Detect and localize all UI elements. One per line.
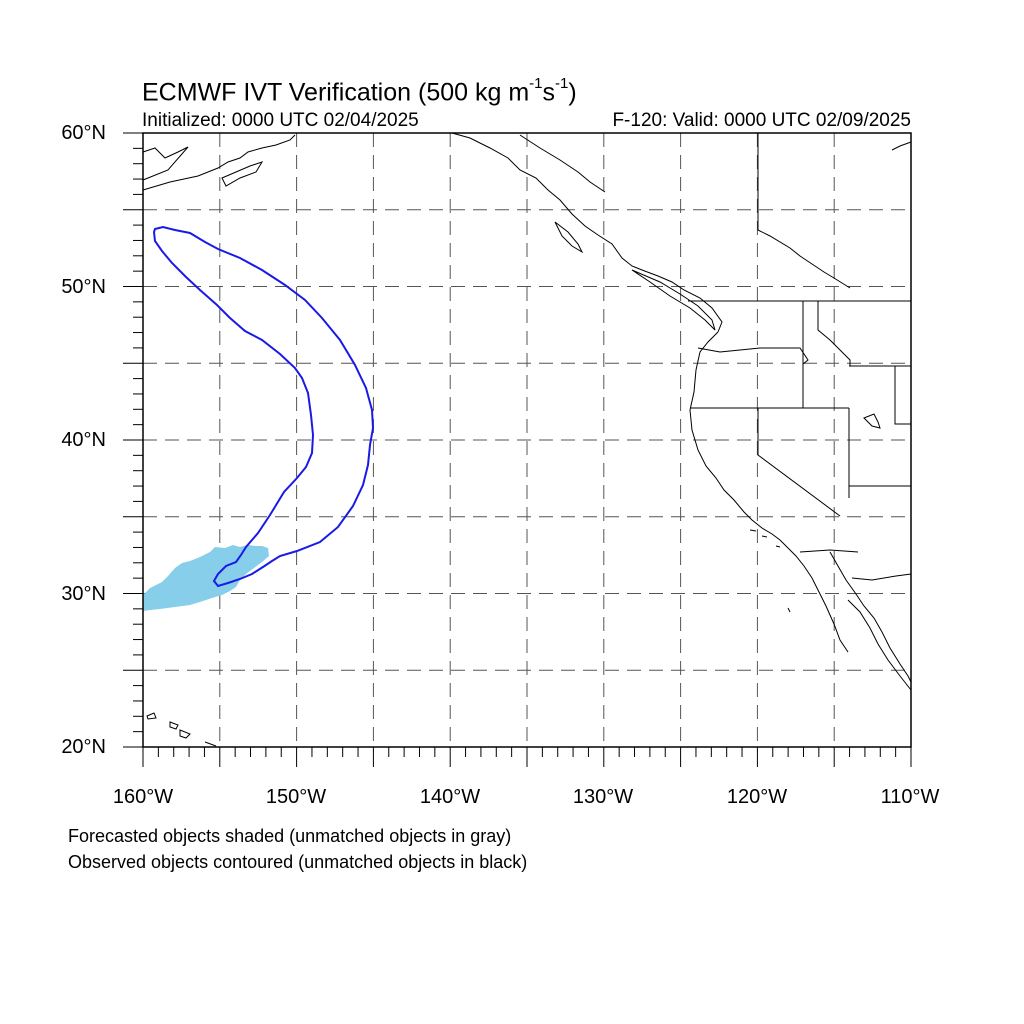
lon-label-150w: 150°W — [265, 786, 327, 808]
initialized-time: Initialized: 0000 UTC 02/04/2025 — [142, 110, 419, 131]
lon-label-140w: 140°W — [419, 786, 481, 808]
lon-label-120w: 120°W — [726, 786, 788, 808]
lat-label-60: 60°N — [61, 122, 106, 144]
tick-marks — [123, 132, 912, 767]
lon-label-160w: 160°W — [112, 786, 174, 808]
lat-label-50: 50°N — [61, 276, 106, 298]
valid-time: F-120: Valid: 0000 UTC 02/09/2025 — [612, 110, 911, 131]
coastlines — [142, 132, 912, 747]
forecast-object-shaded — [143, 545, 269, 611]
observed-object-contour — [152, 225, 375, 588]
gridlines — [143, 133, 911, 747]
lon-label-130w: 130°W — [572, 786, 634, 808]
lat-label-30: 30°N — [61, 583, 106, 605]
lat-label-20: 20°N — [61, 736, 106, 758]
caption-observed: Observed objects contoured (unmatched ob… — [68, 852, 528, 872]
map-title: ECMWF IVT Verification (500 kg m-1s-1) — [142, 75, 577, 107]
caption-forecast: Forecasted objects shaded (unmatched obj… — [68, 826, 512, 846]
map-frame — [142, 132, 912, 748]
lon-label-110w: 110°W — [880, 786, 940, 808]
lat-label-40: 40°N — [61, 429, 106, 451]
